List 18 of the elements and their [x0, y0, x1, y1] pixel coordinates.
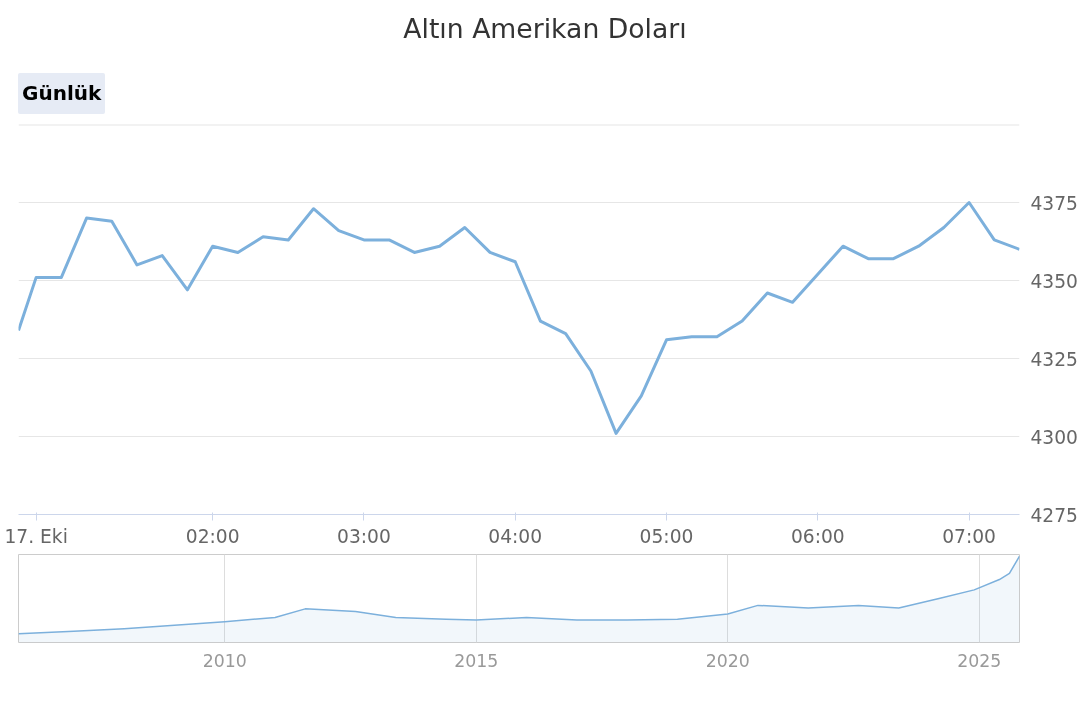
y-tick-label: 4325	[1030, 348, 1078, 370]
x-tick-label: 02:00	[185, 525, 240, 547]
x-tick-label: 06:00	[790, 525, 845, 547]
x-tick-label: 2015	[454, 650, 499, 671]
y-tick-label: 4300	[1030, 426, 1078, 448]
chart-title: Altın Amerikan Doları	[403, 12, 687, 46]
x-tick-label: 2020	[705, 650, 750, 671]
x-tick-label: 03:00	[337, 525, 391, 547]
x-tick-label: 07:00	[942, 525, 996, 547]
x-tick-label: 2010	[202, 650, 247, 671]
x-tick-label: 17. Eki	[4, 525, 68, 547]
text: Günlük	[22, 80, 102, 108]
y-tick-label: 4375	[1030, 192, 1078, 214]
x-tick-label: 05:00	[639, 525, 694, 547]
y-tick-label: 4275	[1030, 504, 1078, 526]
y-tick-label: 4350	[1030, 270, 1078, 292]
x-tick-label: 04:00	[488, 525, 543, 547]
x-tick-label: 2025	[957, 650, 1002, 671]
